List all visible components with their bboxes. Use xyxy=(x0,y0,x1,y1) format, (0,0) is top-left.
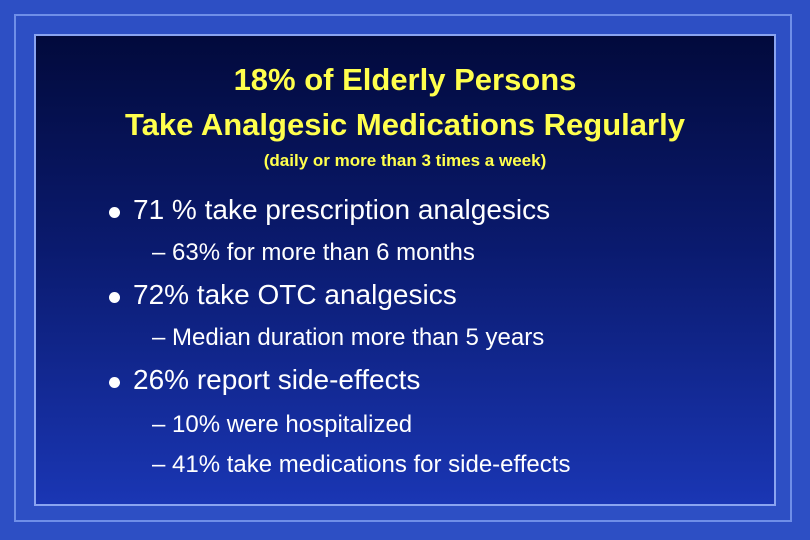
panel xyxy=(34,34,776,506)
bullet-text: 71 % take prescription analgesics xyxy=(133,194,551,225)
sub-bullet-text: – 41% take medications for side-effects xyxy=(152,451,571,478)
bullet-marker xyxy=(109,207,120,218)
bullet-text: 26% report side-effects xyxy=(133,364,421,395)
title-line: Take Analgesic Medications Regularly xyxy=(125,107,685,142)
bullet-text: 72% take OTC analgesics xyxy=(133,279,457,310)
bullet-marker xyxy=(109,292,120,303)
frame xyxy=(14,14,792,522)
sub-bullet-text: – Median duration more than 5 years xyxy=(152,324,545,351)
bullet-marker xyxy=(109,377,120,388)
sub-bullet-text: – 63% for more than 6 months xyxy=(152,239,475,266)
subtitle: (daily or more than 3 times a week) xyxy=(263,151,547,170)
title-line: 18% of Elderly Persons xyxy=(233,62,577,97)
sub-bullet-text: – 10% were hospitalized xyxy=(152,411,413,438)
